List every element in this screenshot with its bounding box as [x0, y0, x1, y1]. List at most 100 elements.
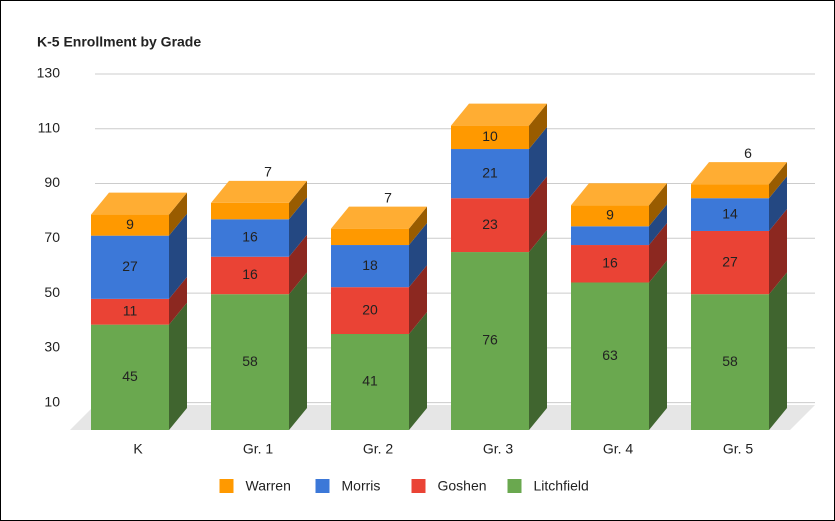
bar-side	[529, 127, 547, 199]
y-tick-label: 10	[44, 393, 60, 409]
bar-top	[211, 180, 307, 203]
bar-side	[769, 208, 787, 295]
data-label: 14	[722, 205, 738, 221]
bar-side	[769, 176, 787, 231]
bar-segment	[691, 184, 769, 199]
data-label: 23	[482, 216, 498, 232]
bar-top	[91, 192, 187, 215]
data-label: 58	[722, 353, 738, 369]
bar-segment	[571, 205, 649, 227]
bar-side	[649, 204, 667, 246]
bar-side	[649, 183, 667, 227]
bar-side	[169, 302, 187, 430]
y-tick-label: 50	[44, 284, 60, 300]
bar-side	[409, 206, 427, 246]
y-tick-label: 30	[44, 339, 60, 355]
bar-side	[289, 272, 307, 430]
bar-top	[691, 162, 787, 185]
legend-label: Goshen	[438, 478, 487, 494]
bar-segment	[91, 235, 169, 299]
data-label: 21	[482, 164, 498, 180]
chart-title: K-5 Enrollment by Grade	[37, 34, 201, 50]
bar-side	[409, 265, 427, 335]
bar-side	[289, 234, 307, 295]
data-label: 16	[242, 266, 258, 282]
bar-segment	[331, 334, 409, 430]
data-label: 18	[362, 257, 378, 273]
bar-side	[169, 213, 187, 299]
bar-segment	[91, 214, 169, 236]
bar-side	[649, 260, 667, 430]
x-tick-label: Gr. 4	[603, 441, 634, 457]
bar-side	[169, 276, 187, 325]
y-tick-label: 90	[44, 174, 60, 190]
bar-segment	[331, 228, 409, 246]
bar-side	[769, 272, 787, 430]
data-label: 41	[362, 373, 378, 389]
bar-segment	[211, 294, 289, 430]
legend-swatch	[507, 479, 522, 493]
bar-segment	[91, 324, 169, 430]
bar-segment	[571, 226, 649, 246]
bar-segment	[571, 282, 649, 430]
bar-side	[649, 223, 667, 283]
data-label: 63	[602, 347, 618, 363]
x-tick-label: K	[133, 441, 143, 457]
bar-segment	[211, 256, 289, 295]
x-tick-label: Gr. 3	[483, 441, 514, 457]
legend-label: Warren	[246, 478, 291, 494]
data-label: 9	[606, 206, 614, 222]
data-label: 11	[123, 302, 138, 318]
legend-label: Morris	[342, 478, 381, 494]
data-label: 16	[242, 229, 258, 245]
bar-side	[529, 230, 547, 430]
bar-top	[451, 103, 547, 126]
bar-segment	[451, 198, 529, 253]
bar-side	[289, 197, 307, 257]
bar-segment	[691, 230, 769, 295]
bar-top	[571, 183, 667, 206]
bar-side	[289, 180, 307, 220]
y-tick-label: 70	[44, 229, 60, 245]
bar-side	[169, 192, 187, 236]
bar-segment	[451, 149, 529, 199]
x-tick-label: Gr. 5	[723, 441, 754, 457]
y-tick-label: 110	[38, 119, 61, 135]
bar-segment	[691, 294, 769, 430]
data-label: 45	[122, 368, 138, 384]
bar-side	[409, 312, 427, 430]
bar-segment	[331, 245, 409, 288]
bar-side	[529, 103, 547, 150]
data-label: 9	[126, 216, 134, 232]
data-label: 76	[482, 332, 498, 348]
data-label: 27	[722, 253, 738, 269]
bar-segment	[211, 219, 289, 257]
bar-segment	[571, 245, 649, 283]
data-label: 16	[602, 254, 618, 270]
y-tick-label: 130	[37, 65, 61, 81]
legend-swatch	[411, 479, 426, 493]
bar-segment	[211, 202, 289, 220]
bar-side	[769, 162, 787, 199]
data-label: 58	[242, 353, 258, 369]
bar-segment	[331, 287, 409, 335]
x-tick-label: Gr. 1	[243, 441, 274, 457]
bar-segment	[691, 198, 769, 231]
data-label: 10	[482, 128, 498, 144]
bar-side	[409, 223, 427, 288]
data-label: 7	[264, 164, 272, 180]
legend-swatch	[219, 479, 234, 493]
bar-top	[331, 206, 427, 229]
bar-segment	[451, 252, 529, 430]
bar-side	[529, 176, 547, 253]
data-label: 27	[122, 258, 138, 274]
data-label: 7	[384, 189, 392, 205]
bar-segment	[451, 125, 529, 150]
bar-segment	[91, 298, 169, 325]
legend-swatch	[315, 479, 330, 493]
x-tick-label: Gr. 2	[363, 441, 394, 457]
data-label: 6	[744, 145, 752, 161]
legend-label: Litchfield	[534, 478, 589, 494]
data-label: 20	[362, 301, 378, 317]
